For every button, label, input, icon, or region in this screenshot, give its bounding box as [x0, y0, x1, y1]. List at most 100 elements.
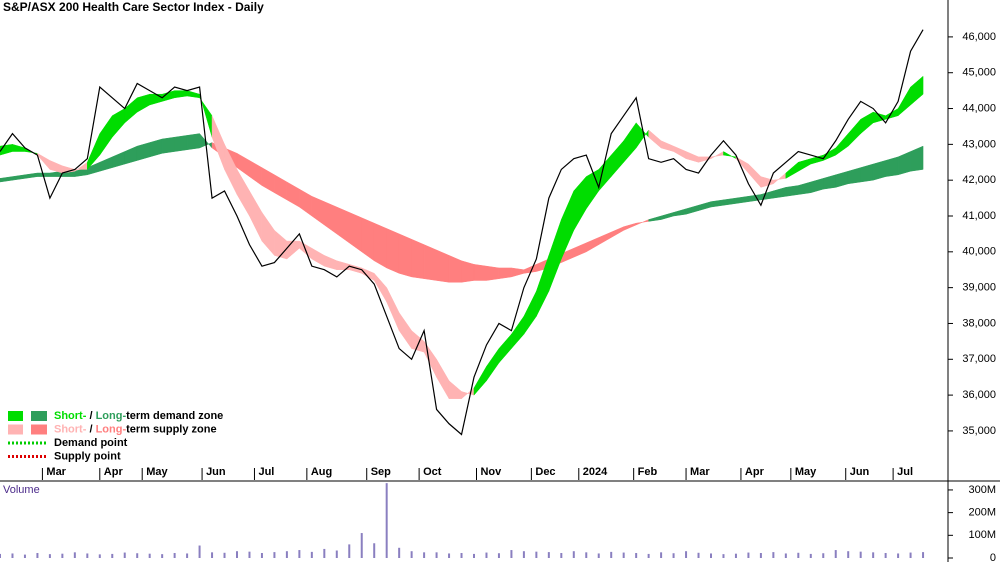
bands	[0, 75, 924, 400]
volume-bar	[922, 552, 925, 558]
zone-segment	[448, 380, 462, 399]
y-tick-label: 43,000	[962, 138, 996, 150]
volume-bar	[410, 551, 413, 558]
x-tick-label: Dec	[535, 466, 555, 478]
y-tick-label: 0	[990, 552, 996, 562]
x-tick-label: Aug	[311, 466, 332, 478]
zone-segment	[261, 167, 275, 194]
volume-bar	[360, 533, 363, 558]
legend-swatch	[8, 424, 23, 435]
volume-bar	[98, 554, 101, 558]
volume-bar	[672, 553, 675, 558]
volume-bar	[859, 551, 862, 558]
zone-segment	[773, 187, 787, 199]
volume-bar	[460, 553, 463, 558]
legend-text-part: Short-	[54, 423, 87, 435]
zone-segment	[523, 291, 537, 336]
zone-segment	[835, 170, 849, 188]
volume-bar	[161, 554, 164, 558]
zone-segment	[698, 201, 712, 211]
x-tick-label: Feb	[638, 466, 658, 478]
x-tick-label: Apr	[745, 466, 765, 478]
volume-bar	[111, 553, 114, 558]
zone-segment	[673, 145, 687, 160]
zone-segment	[361, 267, 375, 281]
volume-bar	[772, 552, 775, 558]
volume-bar	[647, 553, 650, 558]
volume-bar	[435, 552, 438, 558]
y-tick-label: 42,000	[962, 174, 996, 186]
volume-bar	[834, 550, 837, 558]
volume-bar	[585, 552, 588, 558]
zone-segment	[648, 215, 662, 222]
x-tick-label: Apr	[104, 466, 124, 478]
zone-segment	[274, 174, 288, 201]
legend-label: Demand point	[54, 437, 128, 449]
zone-segment	[860, 163, 874, 183]
volume-bar	[248, 551, 251, 558]
zone-segment	[673, 208, 687, 217]
volume-bar	[572, 551, 575, 558]
volume-bar	[448, 553, 451, 558]
zone-segment	[112, 108, 125, 138]
zone-segment	[486, 265, 500, 281]
zone-segment	[99, 156, 113, 172]
zone-segment	[885, 156, 899, 177]
price-line	[0, 29, 924, 436]
y-tick-label: 100M	[968, 529, 996, 541]
zone-segment	[847, 118, 861, 147]
volume-bar	[560, 553, 563, 558]
zone-segment	[473, 264, 487, 281]
x-tick-label: Jun	[850, 466, 870, 478]
volume-bar	[373, 543, 376, 558]
legend-swatch	[31, 424, 47, 435]
zone-segment	[436, 358, 450, 400]
volume-bar	[710, 553, 712, 558]
volume-bar	[685, 551, 688, 558]
x-tick-label: Jul	[897, 466, 913, 478]
chart-title: S&P/ASX 200 Health Care Sector Index - D…	[3, 0, 264, 14]
x-tick-label: May	[795, 466, 817, 478]
zone-segment	[660, 212, 674, 220]
zone-segment	[723, 197, 737, 206]
zone-segment	[136, 93, 150, 113]
x-tick-label: Nov	[480, 466, 502, 478]
volume-bar	[485, 552, 488, 558]
volume-bar	[510, 550, 513, 558]
volume-bar	[61, 553, 64, 558]
zone-segment	[635, 219, 649, 226]
zone-segment	[748, 163, 762, 189]
volume-bar	[86, 553, 89, 558]
volume-bar	[11, 553, 14, 558]
zone-segment	[498, 333, 512, 364]
legend-label: Short- / Long-term supply zone	[54, 423, 217, 435]
volume-bar	[348, 544, 351, 558]
zone-segment	[373, 222, 387, 269]
zone-segment	[211, 115, 225, 170]
zone-segment	[112, 151, 125, 168]
volume-bar	[236, 551, 238, 558]
zone-segment	[810, 178, 824, 194]
zone-segment	[685, 151, 699, 163]
volume-bar	[285, 551, 288, 558]
x-tick-label: Mar	[690, 466, 710, 478]
y-tick-label: 39,000	[962, 282, 996, 294]
zone-segment	[823, 174, 836, 190]
zone-segment	[785, 185, 799, 197]
volume-bar	[173, 553, 176, 558]
volume-bar	[398, 547, 401, 558]
volume-bar	[273, 552, 276, 558]
volume-bar	[897, 553, 900, 558]
zone-segment	[623, 122, 637, 163]
zone-segment	[361, 217, 375, 262]
volume-bar	[784, 553, 787, 558]
zone-segment	[710, 199, 724, 208]
zone-segment	[24, 172, 38, 179]
legend-text-part: term supply zone	[126, 423, 216, 435]
zone-segment	[12, 174, 26, 181]
x-tick-label: May	[146, 466, 168, 478]
zone-segment	[648, 129, 662, 149]
zone-segment	[461, 260, 475, 283]
volume-bar	[872, 552, 875, 558]
